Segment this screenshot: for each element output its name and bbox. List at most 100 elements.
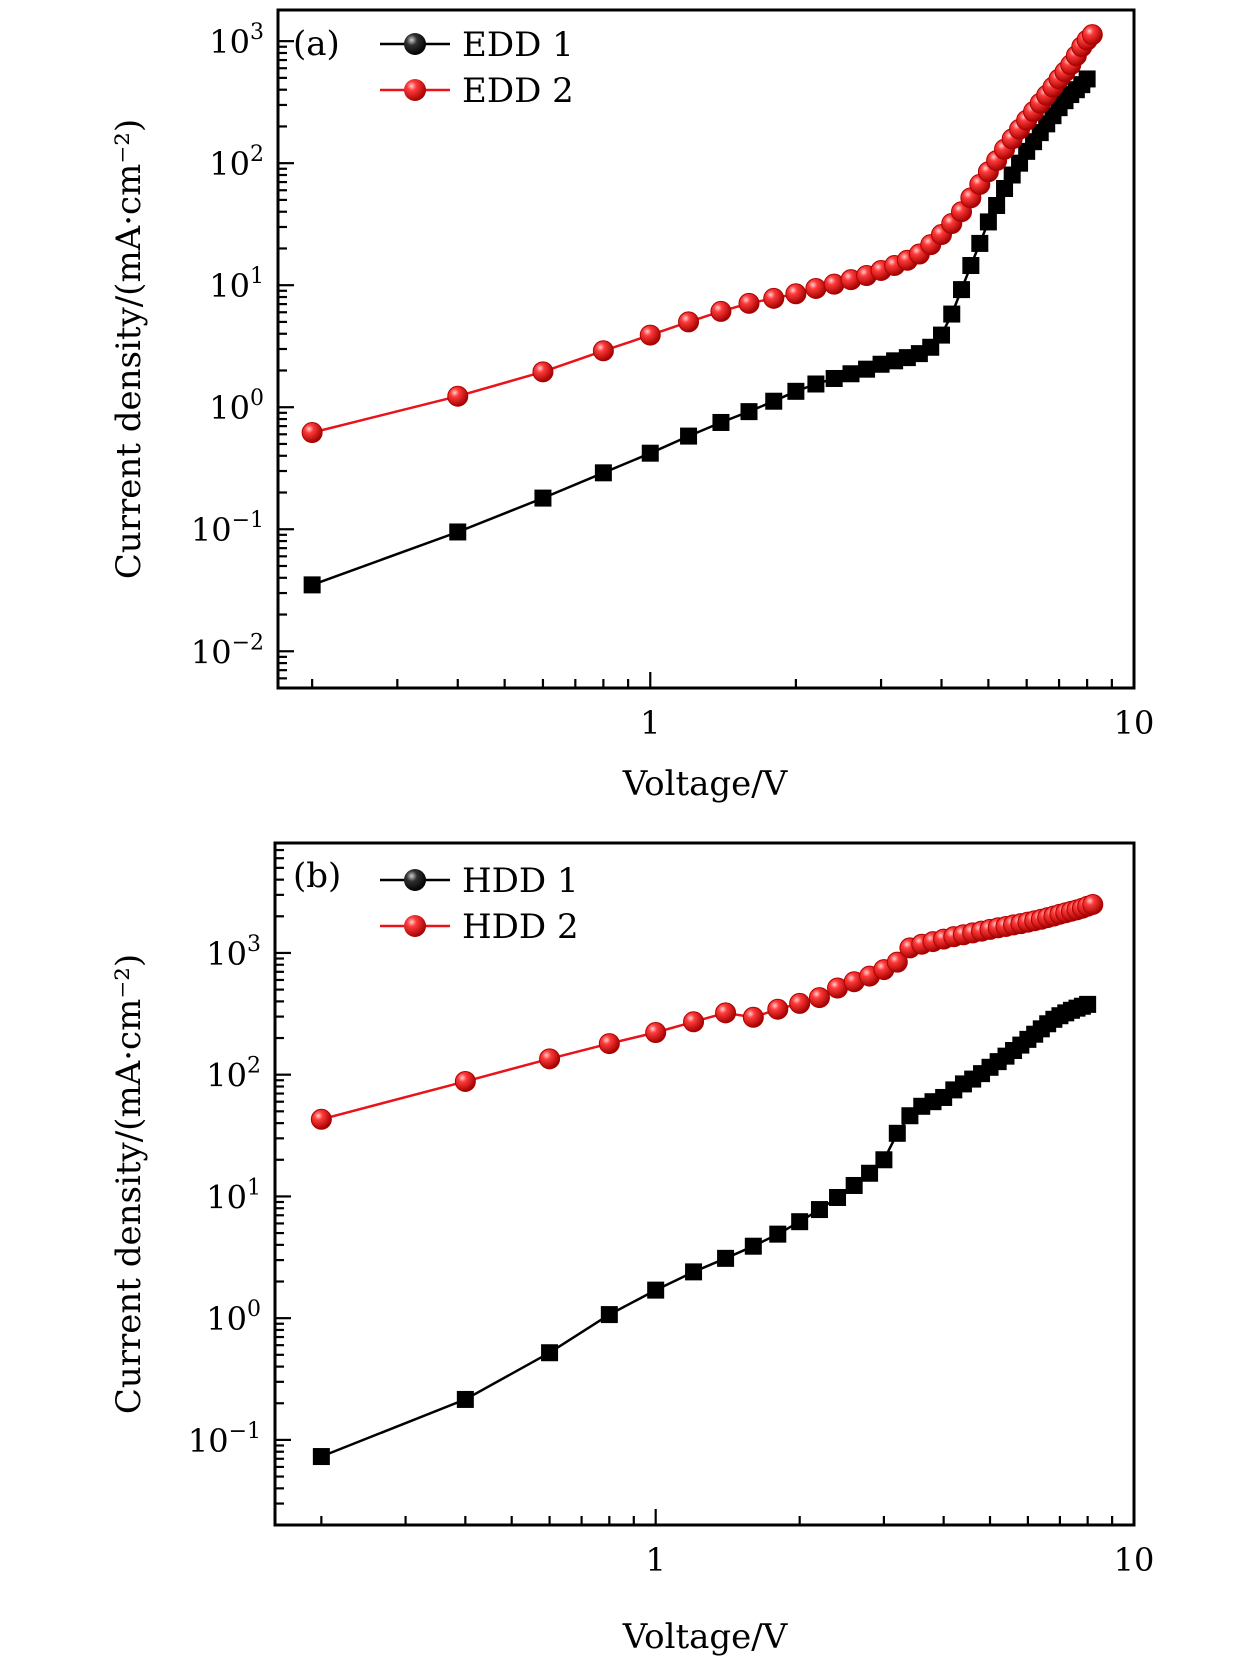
y-tick-exponent: −2 [232, 630, 264, 655]
legend-item: HDD 2 [380, 907, 579, 947]
series-line [311, 33, 1094, 434]
y-tick-base: 10 [209, 145, 250, 183]
series-edd-2 [301, 24, 1103, 444]
series-hdd-2 [310, 893, 1104, 1130]
y-tick-exponent: −1 [229, 1419, 261, 1444]
data-point [594, 464, 612, 482]
x-axis-title: Voltage/V [622, 1617, 789, 1657]
data-point [541, 1344, 559, 1362]
data-point [953, 281, 971, 299]
legend-marker [404, 915, 426, 937]
data-point [842, 365, 860, 383]
data-point [886, 951, 908, 973]
legend-item: HDD 1 [380, 861, 579, 901]
legend-label: EDD 1 [462, 25, 574, 65]
data-point [710, 300, 732, 322]
y-tick-exponent: −1 [232, 508, 264, 533]
y-tick-label: 103 [206, 932, 261, 973]
data-point [787, 382, 805, 400]
plot-frame [276, 8, 1136, 690]
data-point [767, 998, 789, 1020]
data-point [765, 392, 783, 410]
data-point [861, 1164, 879, 1182]
y-tick-label: 10−2 [191, 630, 264, 671]
data-point [744, 1237, 762, 1255]
y-tick-base: 10 [188, 1422, 229, 1460]
data-point [979, 213, 997, 231]
series-hdd-1 [312, 995, 1097, 1466]
data-point [447, 385, 469, 407]
y-tick-label: 101 [209, 264, 264, 305]
legend-item: EDD 2 [380, 71, 574, 111]
data-point [645, 1022, 667, 1044]
data-point [875, 1151, 893, 1169]
data-point [805, 277, 827, 299]
y-tick-base: 10 [191, 633, 232, 671]
data-point [740, 403, 758, 421]
data-point [600, 1306, 618, 1324]
data-point [712, 413, 730, 431]
y-tick-label: 100 [206, 1297, 261, 1338]
plot-frame [273, 841, 1136, 1527]
y-tick-label: 102 [209, 142, 264, 183]
data-point [845, 1176, 863, 1194]
data-point [717, 1249, 735, 1267]
data-point [763, 287, 785, 309]
legend-label: HDD 1 [462, 861, 579, 901]
data-point [678, 311, 700, 333]
data-point [449, 523, 467, 541]
data-point [825, 369, 843, 387]
y-tick-exponent: 1 [247, 1175, 261, 1200]
x-axis-ticks: 1 10 [311, 672, 1155, 742]
y-tick-exponent: 3 [247, 932, 261, 957]
data-point [312, 1448, 330, 1466]
data-point [808, 987, 830, 1009]
x-tick-label: 1 [640, 704, 660, 742]
panel-a-chart: 1 1010−210−1100101102103Voltage/VCurrent … [109, 8, 1155, 804]
y-tick-label: 10−1 [191, 508, 264, 549]
data-point [791, 1213, 809, 1231]
series-edd-1 [303, 70, 1096, 594]
data-point [888, 1124, 906, 1142]
data-point [639, 324, 661, 346]
legend-item: EDD 1 [380, 25, 574, 65]
y-tick-base: 10 [209, 389, 250, 427]
panel-label: (a) [293, 24, 340, 64]
y-tick-base: 10 [206, 935, 247, 973]
y-tick-label: 10−1 [188, 1419, 261, 1460]
y-tick-label: 103 [209, 20, 264, 61]
y-tick-label: 101 [206, 1175, 261, 1216]
y-tick-base: 10 [191, 511, 232, 549]
data-point [715, 1002, 737, 1024]
x-axis-ticks: 1 10 [320, 1509, 1154, 1579]
data-point [996, 180, 1014, 198]
y-tick-base: 10 [209, 23, 250, 61]
panel-label: (b) [293, 856, 341, 896]
data-point [592, 340, 614, 362]
data-point [933, 326, 951, 344]
legend-marker [404, 33, 426, 55]
data-point [858, 360, 876, 378]
y-axis-title: Current density/(mA·cm⁻²) [109, 954, 149, 1414]
data-point [738, 292, 760, 314]
data-point [683, 1011, 705, 1033]
data-point [685, 1263, 703, 1281]
x-tick-label: 10 [1114, 704, 1155, 742]
data-point [988, 196, 1006, 214]
data-point [454, 1070, 476, 1092]
legend: HDD 1 HDD 2 [380, 861, 579, 947]
y-tick-exponent: 1 [250, 264, 264, 289]
legend-marker [404, 79, 426, 101]
data-point [641, 444, 659, 462]
data-point [1079, 995, 1097, 1013]
y-tick-base: 10 [206, 1300, 247, 1338]
data-point [785, 283, 807, 305]
y-tick-exponent: 0 [250, 386, 264, 411]
legend: EDD 1 EDD 2 [380, 25, 574, 111]
data-point [943, 305, 961, 323]
data-point [456, 1390, 474, 1408]
data-point [598, 1033, 620, 1055]
x-axis-title: Voltage/V [622, 764, 789, 804]
